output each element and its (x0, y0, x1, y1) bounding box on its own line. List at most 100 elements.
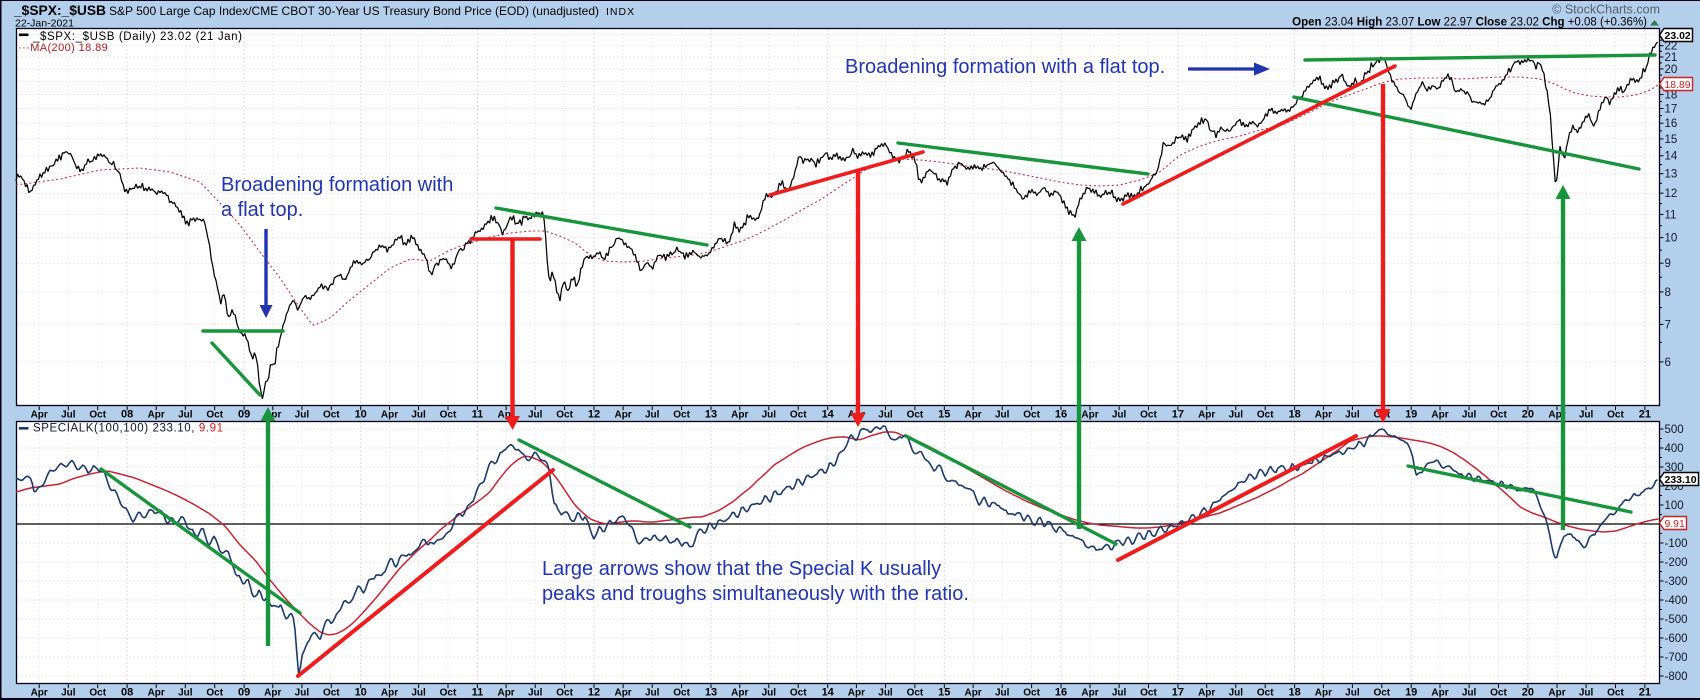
svg-text:Broadening formation with a fl: Broadening formation with a flat top. (845, 56, 1165, 78)
svg-text:-100: -100 (1665, 538, 1688, 550)
svg-text:14: 14 (822, 687, 835, 699)
svg-text:12: 12 (588, 409, 600, 421)
svg-text:-600: -600 (1665, 633, 1688, 645)
svg-text:Jul: Jul (645, 688, 660, 699)
svg-text:9: 9 (1665, 258, 1671, 270)
svg-text:16: 16 (1055, 409, 1067, 421)
svg-text:12: 12 (588, 687, 600, 699)
svg-text:Jul: Jul (1345, 410, 1360, 421)
svg-text:Broadening formation with: Broadening formation with (221, 174, 453, 196)
svg-text:Oct: Oct (1257, 688, 1274, 699)
svg-text:22: 22 (1665, 41, 1678, 53)
svg-text:12: 12 (1665, 188, 1678, 200)
svg-text:Apr: Apr (1548, 688, 1565, 699)
svg-text:Jul: Jul (995, 688, 1010, 699)
svg-text:Jul: Jul (528, 410, 543, 421)
svg-text:Jul: Jul (411, 688, 426, 699)
svg-text:Apr: Apr (1081, 410, 1098, 421)
svg-text:10: 10 (1665, 233, 1678, 245)
svg-text:Large arrows show that the Spe: Large arrows show that the Special K usu… (542, 558, 941, 580)
svg-text:18: 18 (1288, 687, 1300, 699)
svg-text:17: 17 (1665, 104, 1678, 116)
svg-text:Apr: Apr (614, 688, 631, 699)
svg-text:Apr: Apr (1431, 688, 1448, 699)
svg-text:Jul: Jul (295, 410, 310, 421)
svg-text:19: 19 (1405, 409, 1417, 421)
svg-text:22-Jan-2021: 22-Jan-2021 (15, 18, 74, 30)
svg-text:Oct: Oct (1257, 410, 1274, 421)
svg-text:20: 20 (1522, 687, 1534, 699)
svg-text:233.10: 233.10 (1665, 474, 1697, 486)
svg-text:Jul: Jul (61, 410, 76, 421)
svg-text:···MA(200) 18.89: ···MA(200) 18.89 (18, 42, 108, 54)
svg-text:a flat top.: a flat top. (221, 199, 303, 221)
svg-text:Oct: Oct (1607, 410, 1624, 421)
svg-text:8: 8 (1665, 287, 1671, 299)
svg-text:15: 15 (938, 409, 950, 421)
svg-text:-500: -500 (1665, 614, 1688, 626)
svg-text:19: 19 (1405, 687, 1417, 699)
svg-text:Oct: Oct (907, 410, 924, 421)
svg-text:Oct: Oct (206, 410, 223, 421)
svg-text:Apr: Apr (497, 410, 514, 421)
svg-text:Jul: Jul (1345, 688, 1360, 699)
svg-text:Jul: Jul (762, 410, 777, 421)
svg-text:Apr: Apr (1198, 410, 1215, 421)
svg-text:Apr: Apr (1315, 688, 1332, 699)
svg-text:21: 21 (1665, 52, 1678, 64)
svg-text:Jul: Jul (1112, 410, 1127, 421)
svg-text:-400: -400 (1665, 595, 1688, 607)
svg-text:Jul: Jul (995, 410, 1010, 421)
svg-text:Apr: Apr (964, 688, 981, 699)
svg-text:Apr: Apr (1548, 410, 1565, 421)
svg-text:Oct: Oct (440, 410, 457, 421)
svg-text:500: 500 (1665, 424, 1684, 436)
svg-text:17: 17 (1172, 409, 1184, 421)
svg-text:15: 15 (938, 687, 950, 699)
svg-text:Apr: Apr (614, 410, 631, 421)
svg-text:Jul: Jul (878, 688, 893, 699)
svg-text:Jul: Jul (1229, 410, 1244, 421)
svg-text:Apr: Apr (264, 410, 281, 421)
svg-text:_$SPX:_$USB: _$SPX:_$USB (13, 3, 106, 18)
svg-text:21: 21 (1639, 687, 1651, 699)
svg-text:11: 11 (472, 687, 484, 699)
svg-text:18: 18 (1665, 90, 1678, 102)
svg-text:Oct: Oct (323, 410, 340, 421)
svg-text:-700: -700 (1665, 652, 1688, 664)
svg-text:Jul: Jul (528, 688, 543, 699)
svg-text:SPECIALK(100,100) 233.10, 9.91: SPECIALK(100,100) 233.10, 9.91 (33, 423, 224, 435)
svg-text:6: 6 (1665, 357, 1671, 369)
svg-text:09: 09 (238, 687, 250, 699)
svg-text:peaks and troughs simultaneous: peaks and troughs simultaneously with th… (542, 583, 969, 605)
svg-text:Apr: Apr (1198, 688, 1215, 699)
svg-text:Oct: Oct (556, 688, 573, 699)
svg-text:17: 17 (1172, 687, 1184, 699)
svg-text:Apr: Apr (1081, 688, 1098, 699)
svg-text:-200: -200 (1665, 557, 1688, 569)
svg-text:Apr: Apr (1315, 410, 1332, 421)
svg-text:13: 13 (705, 409, 717, 421)
svg-text:Oct: Oct (1140, 688, 1157, 699)
svg-text:Apr: Apr (497, 688, 514, 699)
svg-text:Apr: Apr (731, 410, 748, 421)
svg-text:-300: -300 (1665, 576, 1688, 588)
svg-text:Apr: Apr (148, 688, 165, 699)
svg-text:Jul: Jul (1462, 688, 1477, 699)
svg-text:Jul: Jul (1579, 688, 1594, 699)
svg-text:20: 20 (1522, 409, 1534, 421)
svg-text:Jul: Jul (762, 688, 777, 699)
svg-text:400: 400 (1665, 443, 1684, 455)
svg-text:Oct: Oct (1607, 688, 1624, 699)
svg-text:Oct: Oct (790, 410, 807, 421)
svg-text:09: 09 (238, 409, 250, 421)
svg-text:300: 300 (1665, 462, 1684, 474)
svg-text:11: 11 (472, 409, 484, 421)
svg-text:Oct: Oct (323, 688, 340, 699)
svg-text:Apr: Apr (731, 688, 748, 699)
svg-text:16: 16 (1665, 118, 1678, 130)
svg-text:Apr: Apr (381, 688, 398, 699)
svg-text:Oct: Oct (1140, 410, 1157, 421)
svg-text:Jul: Jul (1112, 688, 1127, 699)
svg-text:08: 08 (121, 409, 133, 421)
